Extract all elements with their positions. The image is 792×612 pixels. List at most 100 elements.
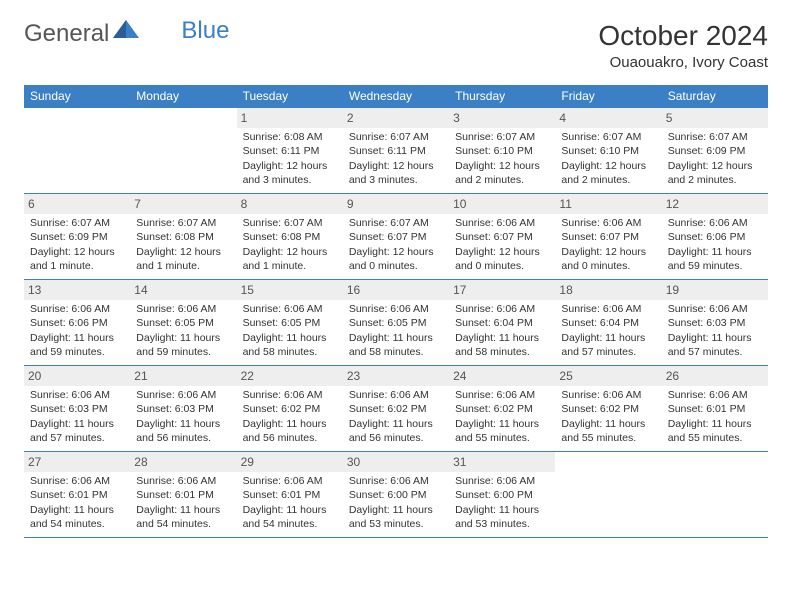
sunrise-line: Sunrise: 6:06 AM — [136, 302, 230, 316]
page-title: October 2024 — [598, 20, 768, 52]
daylight-line: Daylight: 11 hours and 59 minutes. — [30, 331, 124, 359]
daylight-line: Daylight: 11 hours and 57 minutes. — [561, 331, 655, 359]
daylight-line: Daylight: 12 hours and 0 minutes. — [349, 245, 443, 273]
calendar-day-cell: 14Sunrise: 6:06 AMSunset: 6:05 PMDayligh… — [130, 280, 236, 366]
day-number: 16 — [343, 280, 449, 300]
calendar-day-cell: 19Sunrise: 6:06 AMSunset: 6:03 PMDayligh… — [662, 280, 768, 366]
calendar-week-row: 27Sunrise: 6:06 AMSunset: 6:01 PMDayligh… — [24, 452, 768, 538]
sunrise-line: Sunrise: 6:06 AM — [455, 474, 549, 488]
calendar-day-cell: 30Sunrise: 6:06 AMSunset: 6:00 PMDayligh… — [343, 452, 449, 538]
daylight-line: Daylight: 12 hours and 3 minutes. — [243, 159, 337, 187]
daylight-line: Daylight: 11 hours and 56 minutes. — [243, 417, 337, 445]
calendar-day-cell: 15Sunrise: 6:06 AMSunset: 6:05 PMDayligh… — [237, 280, 343, 366]
calendar-day-cell — [130, 108, 236, 194]
sunset-line: Sunset: 6:03 PM — [30, 402, 124, 416]
day-number: 19 — [662, 280, 768, 300]
daylight-line: Daylight: 11 hours and 58 minutes. — [243, 331, 337, 359]
sunrise-line: Sunrise: 6:06 AM — [561, 302, 655, 316]
calendar-day-cell: 17Sunrise: 6:06 AMSunset: 6:04 PMDayligh… — [449, 280, 555, 366]
calendar-day-cell: 13Sunrise: 6:06 AMSunset: 6:06 PMDayligh… — [24, 280, 130, 366]
sunset-line: Sunset: 6:03 PM — [668, 316, 762, 330]
calendar-day-cell: 6Sunrise: 6:07 AMSunset: 6:09 PMDaylight… — [24, 194, 130, 280]
daylight-line: Daylight: 11 hours and 53 minutes. — [455, 503, 549, 531]
day-number: 5 — [662, 108, 768, 128]
sunset-line: Sunset: 6:02 PM — [349, 402, 443, 416]
header: General Blue October 2024 Ouaouakro, Ivo… — [24, 20, 768, 71]
day-number: 4 — [555, 108, 661, 128]
calendar-day-cell: 9Sunrise: 6:07 AMSunset: 6:07 PMDaylight… — [343, 194, 449, 280]
calendar-day-cell: 12Sunrise: 6:06 AMSunset: 6:06 PMDayligh… — [662, 194, 768, 280]
sunset-line: Sunset: 6:03 PM — [136, 402, 230, 416]
day-number: 27 — [24, 452, 130, 472]
calendar-day-cell: 29Sunrise: 6:06 AMSunset: 6:01 PMDayligh… — [237, 452, 343, 538]
sunset-line: Sunset: 6:04 PM — [455, 316, 549, 330]
sunrise-line: Sunrise: 6:06 AM — [668, 302, 762, 316]
calendar-week-row: 13Sunrise: 6:06 AMSunset: 6:06 PMDayligh… — [24, 280, 768, 366]
sunrise-line: Sunrise: 6:06 AM — [668, 216, 762, 230]
day-number: 22 — [237, 366, 343, 386]
day-number: 12 — [662, 194, 768, 214]
daylight-line: Daylight: 12 hours and 2 minutes. — [561, 159, 655, 187]
sunset-line: Sunset: 6:07 PM — [561, 230, 655, 244]
calendar-day-cell: 8Sunrise: 6:07 AMSunset: 6:08 PMDaylight… — [237, 194, 343, 280]
calendar-day-cell — [24, 108, 130, 194]
calendar-day-cell: 27Sunrise: 6:06 AMSunset: 6:01 PMDayligh… — [24, 452, 130, 538]
sunset-line: Sunset: 6:04 PM — [561, 316, 655, 330]
daylight-line: Daylight: 12 hours and 2 minutes. — [455, 159, 549, 187]
daylight-line: Daylight: 11 hours and 58 minutes. — [349, 331, 443, 359]
sunrise-line: Sunrise: 6:07 AM — [349, 130, 443, 144]
calendar-week-row: 6Sunrise: 6:07 AMSunset: 6:09 PMDaylight… — [24, 194, 768, 280]
sunrise-line: Sunrise: 6:06 AM — [349, 302, 443, 316]
day-number: 31 — [449, 452, 555, 472]
calendar-day-cell: 24Sunrise: 6:06 AMSunset: 6:02 PMDayligh… — [449, 366, 555, 452]
sunrise-line: Sunrise: 6:06 AM — [455, 302, 549, 316]
logo: General Blue — [24, 20, 229, 48]
calendar-day-cell: 5Sunrise: 6:07 AMSunset: 6:09 PMDaylight… — [662, 108, 768, 194]
day-number: 7 — [130, 194, 236, 214]
calendar-day-cell: 31Sunrise: 6:06 AMSunset: 6:00 PMDayligh… — [449, 452, 555, 538]
sunrise-line: Sunrise: 6:06 AM — [243, 388, 337, 402]
day-number: 2 — [343, 108, 449, 128]
day-number: 15 — [237, 280, 343, 300]
sunset-line: Sunset: 6:10 PM — [455, 144, 549, 158]
day-number: 24 — [449, 366, 555, 386]
daylight-line: Daylight: 11 hours and 59 minutes. — [668, 245, 762, 273]
day-number: 20 — [24, 366, 130, 386]
daylight-line: Daylight: 12 hours and 1 minute. — [30, 245, 124, 273]
sunset-line: Sunset: 6:05 PM — [243, 316, 337, 330]
logo-text-general: General — [24, 20, 109, 48]
sunrise-line: Sunrise: 6:06 AM — [349, 388, 443, 402]
daylight-line: Daylight: 12 hours and 3 minutes. — [349, 159, 443, 187]
weekday-header: Tuesday — [237, 85, 343, 108]
sunrise-line: Sunrise: 6:06 AM — [136, 474, 230, 488]
sunrise-line: Sunrise: 6:06 AM — [668, 388, 762, 402]
sunrise-line: Sunrise: 6:06 AM — [455, 388, 549, 402]
daylight-line: Daylight: 11 hours and 54 minutes. — [136, 503, 230, 531]
day-number: 18 — [555, 280, 661, 300]
sunrise-line: Sunrise: 6:07 AM — [561, 130, 655, 144]
sunset-line: Sunset: 6:10 PM — [561, 144, 655, 158]
sunrise-line: Sunrise: 6:07 AM — [243, 216, 337, 230]
sunset-line: Sunset: 6:01 PM — [668, 402, 762, 416]
calendar-day-cell: 22Sunrise: 6:06 AMSunset: 6:02 PMDayligh… — [237, 366, 343, 452]
sunset-line: Sunset: 6:09 PM — [668, 144, 762, 158]
daylight-line: Daylight: 12 hours and 1 minute. — [136, 245, 230, 273]
calendar-table: SundayMondayTuesdayWednesdayThursdayFrid… — [24, 85, 768, 538]
sunset-line: Sunset: 6:02 PM — [561, 402, 655, 416]
sunset-line: Sunset: 6:05 PM — [136, 316, 230, 330]
day-number: 8 — [237, 194, 343, 214]
daylight-line: Daylight: 11 hours and 54 minutes. — [30, 503, 124, 531]
sunset-line: Sunset: 6:00 PM — [349, 488, 443, 502]
calendar-day-cell: 25Sunrise: 6:06 AMSunset: 6:02 PMDayligh… — [555, 366, 661, 452]
calendar-day-cell: 10Sunrise: 6:06 AMSunset: 6:07 PMDayligh… — [449, 194, 555, 280]
calendar-day-cell: 16Sunrise: 6:06 AMSunset: 6:05 PMDayligh… — [343, 280, 449, 366]
weekday-header: Thursday — [449, 85, 555, 108]
calendar-day-cell — [555, 452, 661, 538]
day-number: 14 — [130, 280, 236, 300]
calendar-day-cell — [662, 452, 768, 538]
sunset-line: Sunset: 6:02 PM — [455, 402, 549, 416]
sunrise-line: Sunrise: 6:07 AM — [668, 130, 762, 144]
sunset-line: Sunset: 6:08 PM — [243, 230, 337, 244]
day-number: 21 — [130, 366, 236, 386]
calendar-day-cell: 7Sunrise: 6:07 AMSunset: 6:08 PMDaylight… — [130, 194, 236, 280]
